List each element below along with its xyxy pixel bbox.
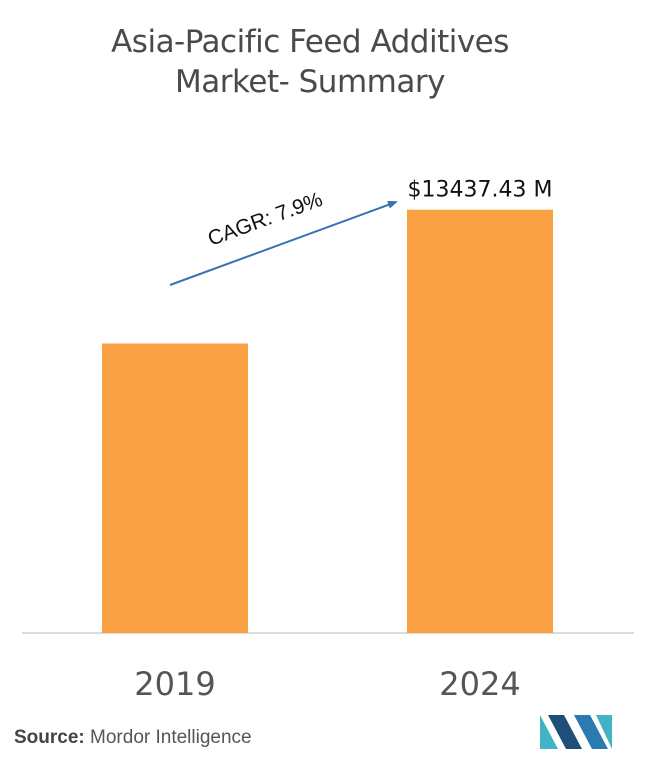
x-tick-label-2024: 2024 bbox=[439, 665, 520, 703]
data-label-2024: $13437.43 M bbox=[408, 178, 553, 203]
source-note: Source: Mordor Intelligence bbox=[14, 727, 252, 749]
chart-title: Asia-Pacific Feed Additives Market- Summ… bbox=[60, 22, 560, 102]
cagr-annotation: CAGR: 7.9% bbox=[205, 188, 326, 251]
source-text: Mordor Intelligence bbox=[90, 727, 252, 748]
mordor-intelligence-logo-icon bbox=[540, 715, 612, 749]
x-tick-label-2019: 2019 bbox=[134, 665, 215, 703]
source-prefix: Source: bbox=[14, 727, 85, 748]
chart-title-line-2: Market- Summary bbox=[175, 64, 445, 100]
bar-2024 bbox=[407, 209, 553, 634]
bar-2019 bbox=[102, 343, 248, 633]
cagr-arrow bbox=[169, 201, 398, 286]
chart-title-line-1: Asia-Pacific Feed Additives bbox=[111, 24, 509, 60]
